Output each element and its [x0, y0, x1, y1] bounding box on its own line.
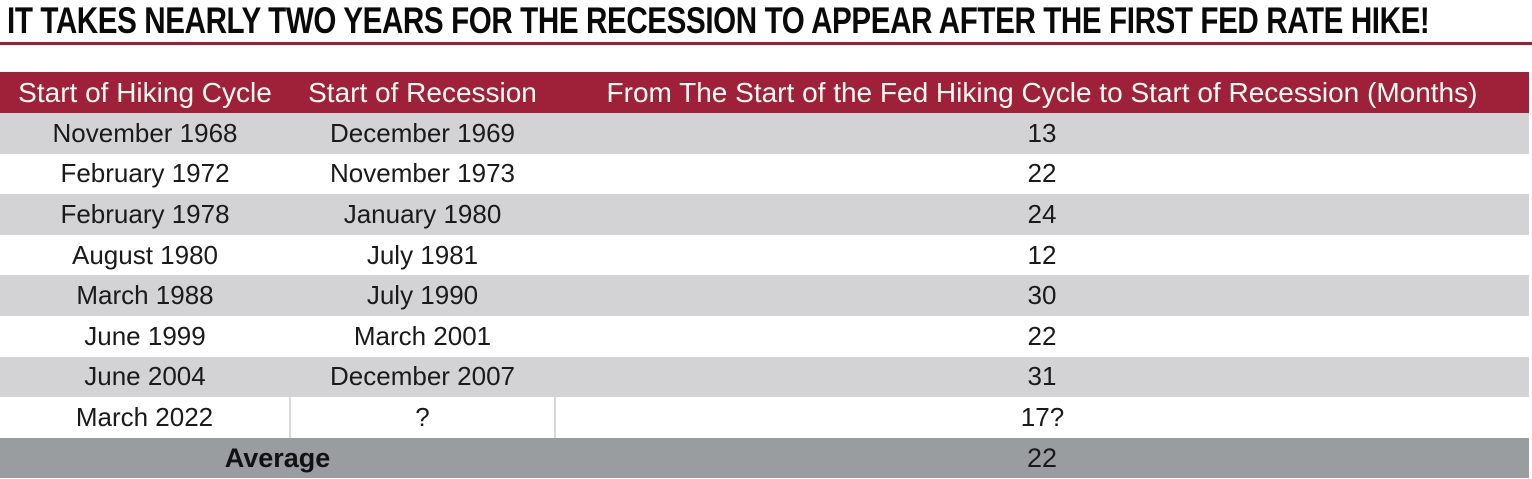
page-title: IT TAKES NEARLY TWO YEARS FOR THE RECESS…: [7, 0, 1430, 41]
cell-months: 31: [555, 356, 1529, 398]
cell-months: 22: [555, 315, 1529, 357]
cell-months: 24: [555, 194, 1529, 235]
column-header-recession-start: Start of Recession: [290, 72, 555, 113]
table-row: February 1972 November 1973 22: [0, 153, 1529, 195]
cell-hiking-start: June 2004: [0, 356, 290, 398]
table-row: November 1968 December 1969 13: [0, 113, 1529, 154]
cell-recession-start: July 1990: [290, 275, 555, 316]
cell-recession-start: ?: [290, 397, 556, 438]
cell-hiking-start: June 1999: [0, 315, 290, 357]
column-header-months: From The Start of the Fed Hiking Cycle t…: [555, 72, 1529, 113]
cell-months: 13: [555, 113, 1529, 154]
cell-hiking-start: August 1980: [0, 234, 290, 276]
cell-recession-start: December 2007: [290, 356, 555, 398]
cell-months: 12: [555, 234, 1529, 276]
cell-recession-start: July 1981: [290, 234, 555, 276]
cell-recession-start: November 1973: [290, 153, 555, 195]
fed-rate-table: Start of Hiking Cycle Start of Recession…: [0, 72, 1529, 479]
cell-months: 30: [555, 275, 1529, 316]
cell-hiking-start: March 1988: [0, 275, 290, 316]
table-row: June 2004 December 2007 31: [0, 356, 1529, 398]
title-divider: [0, 42, 1532, 45]
cell-months: 17?: [555, 397, 1529, 438]
average-months-value: 22: [555, 437, 1529, 479]
table-row-average: Average 22: [0, 437, 1529, 479]
table-row-current-cycle: March 2022 ? 17?: [0, 397, 1529, 438]
table-row: August 1980 July 1981 12: [0, 234, 1529, 276]
cell-hiking-start: November 1968: [0, 113, 290, 154]
cell-recession-start: December 1969: [290, 113, 555, 154]
cell-hiking-start: February 1978: [0, 194, 290, 235]
cell-recession-start: January 1980: [290, 194, 555, 235]
table-row: March 1988 July 1990 30: [0, 275, 1529, 316]
cell-hiking-start: February 1972: [0, 153, 290, 195]
cell-recession-start: March 2001: [290, 315, 555, 357]
column-header-hiking-start: Start of Hiking Cycle: [0, 72, 290, 113]
table-header-row: Start of Hiking Cycle Start of Recession…: [0, 72, 1529, 113]
average-label: Average: [0, 437, 555, 479]
cell-months: 22: [555, 153, 1529, 195]
table-row: June 1999 March 2001 22: [0, 315, 1529, 357]
cell-hiking-start: March 2022: [0, 397, 291, 438]
table-row: February 1978 January 1980 24: [0, 194, 1529, 235]
